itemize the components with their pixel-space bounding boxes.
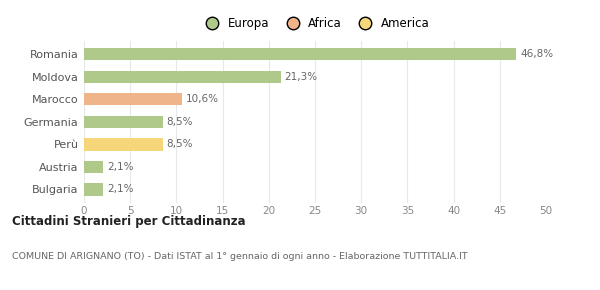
Legend: Europa, Africa, America: Europa, Africa, America (200, 17, 430, 30)
Bar (84, 116, 163, 128)
Bar (84, 183, 103, 196)
Bar (84, 70, 281, 83)
Bar (84, 48, 517, 60)
Text: 46,8%: 46,8% (520, 49, 553, 59)
Text: 8,5%: 8,5% (166, 117, 193, 127)
Text: 21,3%: 21,3% (284, 72, 317, 82)
Text: 2,1%: 2,1% (107, 184, 134, 194)
Text: 10,6%: 10,6% (185, 94, 218, 104)
Bar (84, 93, 182, 106)
Text: 2,1%: 2,1% (107, 162, 134, 172)
Text: 8,5%: 8,5% (166, 139, 193, 149)
Text: Cittadini Stranieri per Cittadinanza: Cittadini Stranieri per Cittadinanza (12, 215, 245, 228)
Bar (84, 138, 163, 151)
Bar (84, 161, 103, 173)
Text: COMUNE DI ARIGNANO (TO) - Dati ISTAT al 1° gennaio di ogni anno - Elaborazione T: COMUNE DI ARIGNANO (TO) - Dati ISTAT al … (12, 252, 467, 261)
